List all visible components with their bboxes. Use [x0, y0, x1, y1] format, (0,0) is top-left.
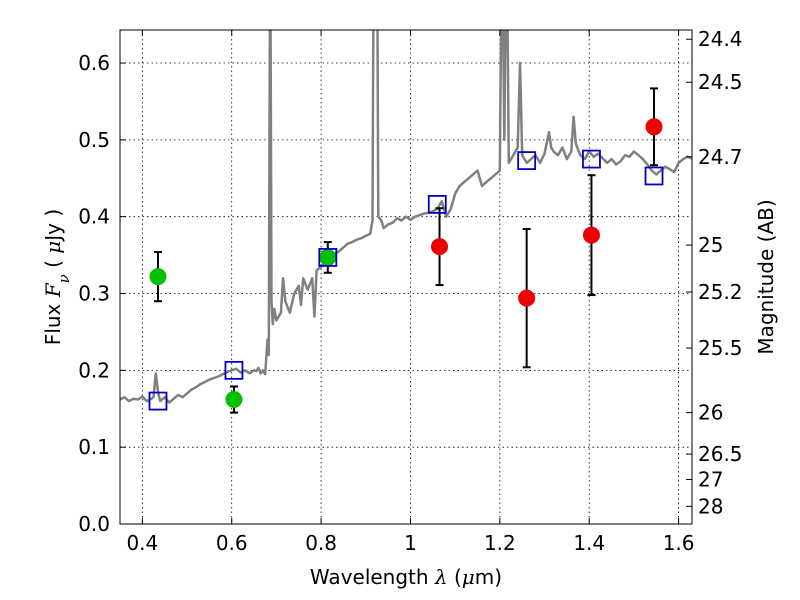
y-axis: 0.0 0.1 0.2 0.3 0.4 0.5 0.6 — [78, 51, 126, 536]
x-tick-label: 0.6 — [216, 531, 248, 555]
red-point — [431, 238, 449, 256]
y-tick-label: 0.4 — [78, 205, 110, 229]
error-bars — [153, 87, 659, 414]
red-point — [645, 118, 663, 136]
y-label-part: ( — [41, 254, 65, 275]
green-point — [225, 391, 243, 409]
green-point — [319, 248, 337, 266]
x-tick-label: 1.2 — [484, 531, 516, 555]
x-label-symbol: λ — [434, 565, 448, 589]
x-axis: 0.4 0.6 0.8 1 1.2 1.4 1.6 — [126, 30, 695, 555]
right-tick-label: 24.7 — [698, 145, 743, 169]
y-label-nu: ν — [55, 274, 73, 283]
right-tick-label: 25.2 — [698, 280, 743, 304]
model-square — [582, 149, 601, 169]
model-square — [427, 194, 447, 214]
right-tick-label: 28 — [698, 494, 723, 518]
y-tick-label: 0.0 — [78, 512, 110, 536]
right-tick-label: 25.5 — [698, 336, 743, 360]
red-point — [582, 226, 600, 244]
y-tick-label: 0.1 — [78, 435, 110, 459]
x-tick-label: 1.6 — [663, 531, 695, 555]
right-tick-label: 25 — [698, 233, 723, 257]
y-axis-label: Flux Fν ( μJy ) — [41, 209, 73, 345]
model-square — [517, 151, 537, 171]
red-point — [518, 289, 536, 307]
x-label-symbol: μ — [462, 565, 475, 589]
grid — [120, 30, 692, 525]
x-axis-label: Wavelength λ (μm) — [310, 565, 502, 589]
y-tick-label: 0.5 — [78, 128, 110, 152]
x-label-part: Wavelength — [310, 565, 435, 589]
x-label-part: ( — [448, 565, 462, 589]
model-spectrum — [120, 30, 692, 404]
x-tick-label: 0.8 — [305, 531, 337, 555]
y-label-mu: μ — [41, 241, 65, 254]
spectrum-line — [120, 30, 692, 404]
model-square — [224, 360, 244, 380]
model-square — [318, 248, 338, 267]
right-tick-label: 26 — [698, 401, 723, 425]
data-markers — [148, 118, 664, 411]
right-tick-label: 24.4 — [698, 27, 743, 51]
model-square — [148, 391, 168, 411]
y-label-part: Flux — [41, 297, 65, 345]
y-axis-label-text: Flux Fν ( μJy ) — [41, 209, 73, 345]
right-tick-label: 27 — [698, 467, 723, 491]
green-point — [149, 268, 167, 286]
x-tick-label: 0.4 — [126, 531, 158, 555]
right-tick-label: 24.5 — [698, 70, 743, 94]
right-magnitude-axis: 24.4 24.5 24.7 25 25.2 25.5 26 26.527 28 — [686, 27, 743, 518]
y-tick-label: 0.3 — [78, 282, 110, 306]
y-label-part: Jy ) — [41, 209, 65, 243]
plot-frame — [119, 29, 693, 525]
y-tick-label: 0.2 — [78, 358, 110, 382]
right-axis-label: Magnitude (AB) — [754, 199, 778, 354]
x-label-part: m) — [475, 565, 502, 589]
model-square — [644, 166, 664, 186]
x-tick-label: 1.4 — [573, 531, 605, 555]
x-tick-label: 1 — [404, 531, 417, 555]
y-label-F: F — [41, 282, 65, 298]
right-tick-label: 26.5 — [698, 442, 743, 466]
y-tick-label: 0.6 — [78, 51, 110, 75]
